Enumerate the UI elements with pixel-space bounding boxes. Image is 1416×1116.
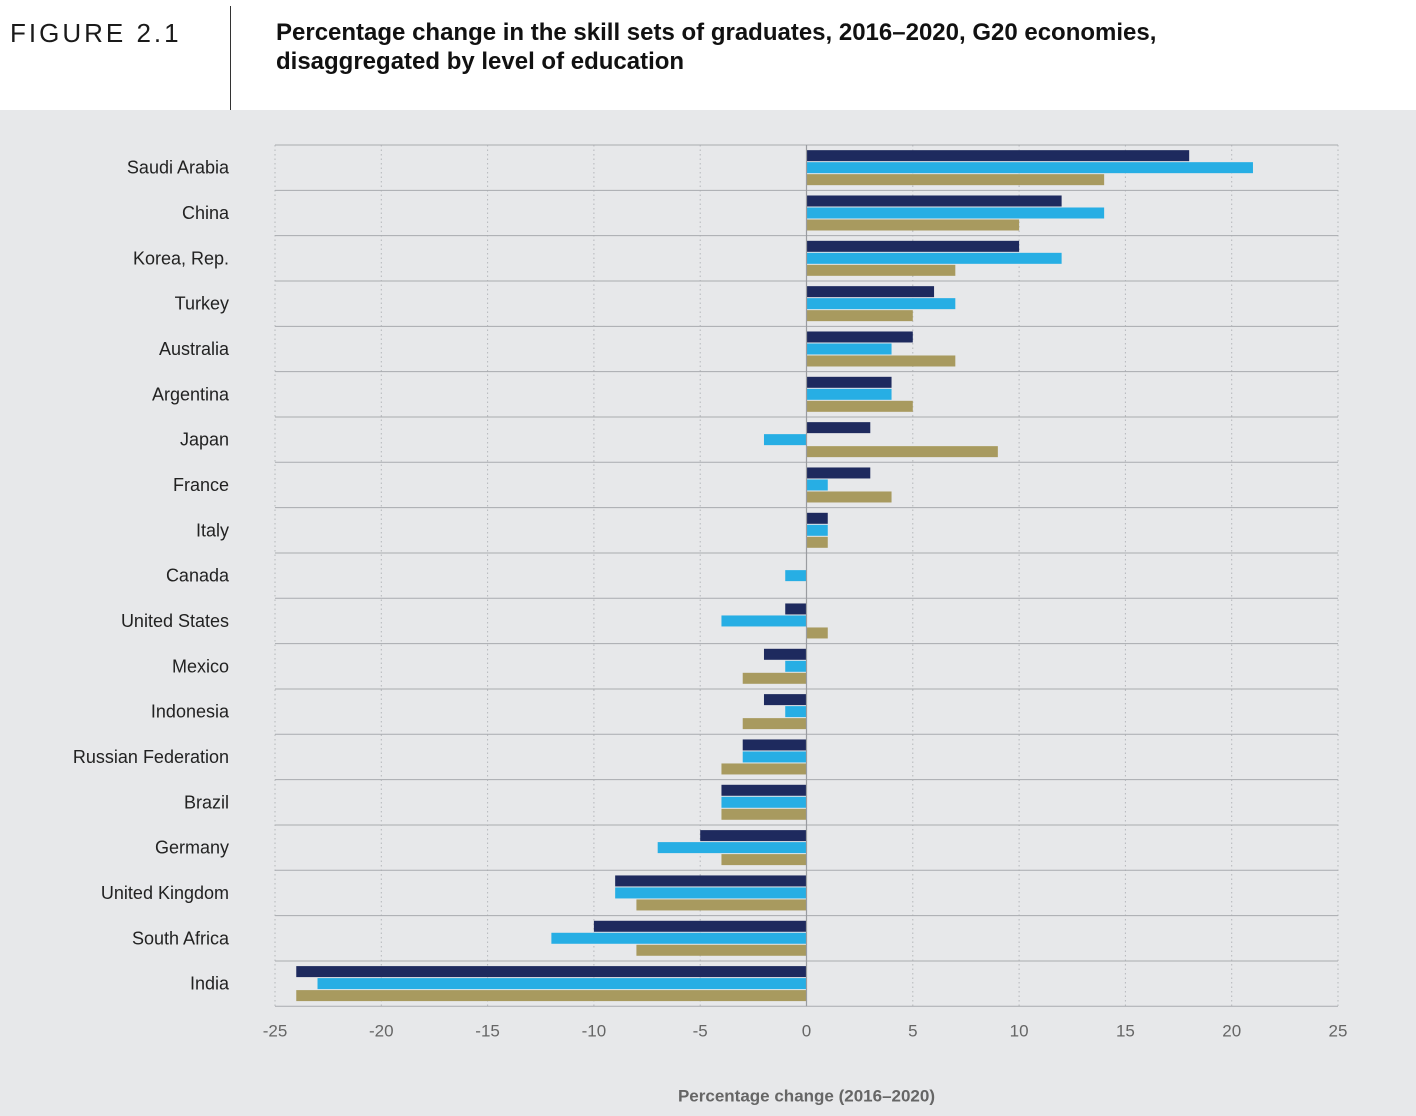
bar-s2: [785, 660, 807, 672]
category-label: India: [190, 974, 230, 994]
x-tick-label: -5: [693, 1021, 708, 1040]
bar-s1: [806, 150, 1190, 162]
bar-s3: [806, 491, 892, 503]
bar-s2: [806, 298, 956, 310]
bar-s3: [721, 763, 807, 775]
category-label: Germany: [155, 838, 229, 858]
category-label: Brazil: [184, 792, 229, 812]
x-tick-label: -15: [475, 1021, 500, 1040]
chart-title-line-1: Percentage change in the skill sets of g…: [276, 19, 1157, 46]
bar-s2: [657, 842, 807, 854]
x-tick-label: 0: [802, 1021, 811, 1040]
bar-s3: [806, 536, 828, 548]
chart-area: Saudi Arabia China Korea, Rep. Turkey Austra…: [0, 110, 1416, 1116]
bar-s1: [785, 603, 807, 615]
category-label: Turkey: [175, 294, 229, 314]
category-label: Australia: [159, 339, 230, 359]
bar-s3: [806, 174, 1105, 186]
bar-s1: [806, 286, 935, 298]
bar-s2: [742, 751, 807, 763]
bar-s1: [806, 422, 871, 434]
bar-s1: [296, 966, 807, 978]
category-label: United Kingdom: [101, 883, 229, 903]
bar-s2: [806, 207, 1105, 219]
bar-s3: [806, 264, 956, 276]
bar-s1: [806, 240, 1020, 252]
bar-s2: [721, 796, 807, 808]
category-label: Canada: [166, 566, 230, 586]
category-label: Japan: [180, 430, 229, 450]
bar-s1: [806, 195, 1062, 207]
bar-s1: [700, 830, 807, 842]
bar-s2: [806, 343, 892, 355]
bar-s2: [806, 388, 892, 400]
bar-s2: [806, 252, 1062, 264]
bar-s3: [721, 854, 807, 866]
category-label: Italy: [196, 520, 229, 540]
bar-s2: [615, 887, 807, 899]
bar-s1: [806, 512, 828, 524]
bar-s2: [721, 615, 807, 627]
bar-s3: [806, 627, 828, 639]
x-tick-label: -10: [582, 1021, 607, 1040]
category-label: South Africa: [132, 928, 230, 948]
bar-s2: [551, 932, 807, 944]
x-tick-label: 25: [1329, 1021, 1348, 1040]
category-label: France: [173, 475, 229, 495]
bar-s1: [763, 694, 807, 706]
bar-chart: Saudi Arabia China Korea, Rep. Turkey Austra…: [73, 144, 1348, 1105]
bar-s1: [721, 784, 807, 796]
figure-label: FIGURE 2.1: [10, 18, 182, 48]
bar-s3: [636, 944, 807, 956]
category-label: Mexico: [172, 656, 229, 676]
x-axis-title: Percentage change (2016–2020): [678, 1086, 935, 1105]
category-label: China: [182, 203, 230, 223]
bar-s1: [615, 875, 807, 887]
bar-s3: [806, 355, 956, 367]
bar-s1: [742, 739, 807, 751]
bar-s1: [593, 920, 807, 932]
bar-s2: [763, 434, 807, 446]
bar-s3: [806, 310, 913, 322]
figure-header: FIGURE 2.1 Percentage change in the skil…: [0, 0, 1416, 110]
x-tick-label: -25: [263, 1021, 288, 1040]
bar-s1: [806, 467, 871, 479]
x-tick-label: 10: [1010, 1021, 1029, 1040]
bar-s1: [763, 648, 807, 660]
bar-s2: [806, 162, 1253, 174]
x-tick-label: 20: [1222, 1021, 1241, 1040]
x-tick-label: 5: [908, 1021, 917, 1040]
bar-s3: [636, 899, 807, 911]
bar-s1: [806, 376, 892, 388]
header-divider: [230, 6, 231, 110]
bar-s2: [806, 479, 828, 491]
bar-s1: [806, 331, 913, 343]
bar-s3: [742, 672, 807, 684]
bar-s3: [296, 990, 807, 1002]
x-tick-label: -20: [369, 1021, 394, 1040]
category-label: United States: [121, 611, 229, 631]
chart-title: Percentage change in the skill sets of g…: [276, 18, 1376, 76]
category-label: Indonesia: [151, 702, 230, 722]
category-label: Russian Federation: [73, 747, 229, 767]
bar-s2: [806, 524, 828, 536]
category-label: Korea, Rep.: [133, 248, 229, 268]
category-label: Argentina: [152, 384, 230, 404]
bar-s2: [785, 570, 807, 582]
bar-s3: [806, 219, 1020, 231]
chart-title-line-2: disaggregated by level of education: [276, 48, 685, 75]
x-tick-label: 15: [1116, 1021, 1135, 1040]
bar-s3: [742, 718, 807, 730]
category-label: Saudi Arabia: [127, 158, 230, 178]
bar-s3: [721, 808, 807, 820]
bar-s3: [806, 400, 913, 412]
bar-s3: [806, 446, 998, 458]
bar-s2: [785, 706, 807, 718]
bar-s2: [317, 978, 807, 990]
